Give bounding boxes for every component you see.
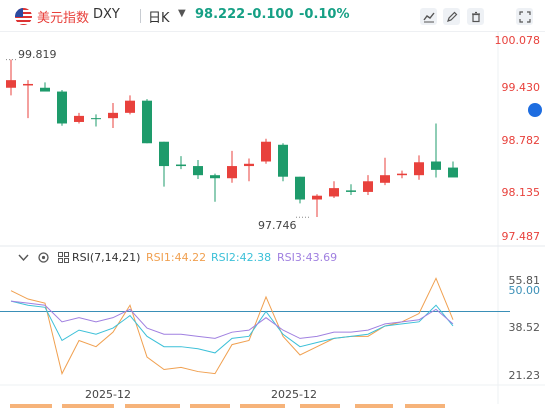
symbol-name[interactable]: 美元指数 bbox=[37, 11, 90, 26]
rsi2-value: RSI2:42.38 bbox=[211, 251, 272, 264]
high-price-label: 99.819 bbox=[18, 48, 57, 61]
grid-icon[interactable] bbox=[57, 251, 70, 264]
period-selector[interactable]: 日K bbox=[148, 11, 170, 26]
price-axis-label: 98.782 bbox=[501, 134, 541, 147]
symbol-code[interactable]: DXY bbox=[93, 7, 120, 22]
rsi-axis-label: 50.00 bbox=[508, 284, 541, 297]
candle-body bbox=[397, 173, 407, 176]
low-price-label: 97.746 bbox=[258, 219, 297, 232]
price-change-percent: -0.10% bbox=[299, 7, 350, 22]
candle-body bbox=[176, 164, 186, 167]
candle-body bbox=[261, 141, 271, 162]
x-axis-label: 2025-12 bbox=[85, 388, 131, 401]
candle-body bbox=[380, 175, 390, 183]
rsi2-line bbox=[10, 300, 454, 354]
us-flag-icon bbox=[15, 8, 32, 25]
rsi3-value: RSI3:43.69 bbox=[277, 251, 338, 264]
candle-body bbox=[329, 188, 339, 197]
candle-body bbox=[142, 100, 152, 144]
header-bar: 美元指数 DXY 日K ▼ 98.222 -0.100 -0.10% bbox=[0, 0, 545, 32]
draw-pencil-icon[interactable] bbox=[443, 8, 460, 25]
price-axis-label: 97.487 bbox=[501, 230, 541, 243]
ai-assist-icon[interactable] bbox=[528, 103, 542, 117]
rsi3-line bbox=[10, 300, 454, 339]
chevron-down-icon[interactable]: ▼ bbox=[178, 8, 186, 19]
candle-body bbox=[6, 80, 16, 88]
indicator-header: RSI(7,14,21) RSI1:44.22 RSI2:42.38 RSI3:… bbox=[0, 248, 500, 268]
candle-body bbox=[312, 195, 322, 200]
candle-body bbox=[363, 181, 373, 192]
candle-body bbox=[193, 166, 203, 176]
price-axis-label: 99.430 bbox=[501, 81, 541, 94]
candle-body bbox=[23, 83, 33, 86]
candle-body bbox=[448, 167, 458, 178]
bottom-range-bar bbox=[0, 404, 545, 408]
price-axis-label: 100.078 bbox=[494, 34, 541, 47]
expand-icon[interactable] bbox=[516, 8, 533, 25]
candle-body bbox=[40, 87, 50, 92]
last-price: 98.222 bbox=[195, 7, 246, 22]
price-change: -0.100 bbox=[247, 7, 294, 22]
candle-body bbox=[125, 100, 135, 113]
candle-body bbox=[210, 175, 220, 179]
candle-body bbox=[278, 144, 288, 177]
rsi-axis-label: 21.23 bbox=[508, 369, 541, 382]
rsi1-line bbox=[10, 277, 454, 376]
settings-icon[interactable] bbox=[37, 251, 50, 264]
candle-body bbox=[74, 115, 84, 122]
divider bbox=[140, 9, 141, 23]
candle-body bbox=[346, 190, 356, 192]
candle-body bbox=[295, 176, 305, 200]
candle-body bbox=[431, 161, 441, 170]
rsi-axis-label: 38.52 bbox=[508, 321, 541, 334]
delete-icon[interactable] bbox=[467, 8, 484, 25]
candle-body bbox=[244, 163, 254, 167]
candle-body bbox=[57, 91, 67, 124]
line-chart-icon[interactable] bbox=[420, 8, 437, 25]
x-axis-label: 2025-12 bbox=[271, 388, 317, 401]
candle-body bbox=[227, 166, 237, 179]
candle-body bbox=[159, 141, 169, 167]
candle-body bbox=[414, 162, 424, 176]
rsi1-value: RSI1:44.22 bbox=[146, 251, 207, 264]
candle-body bbox=[91, 118, 101, 120]
rsi-axis-label: 55.81 bbox=[508, 274, 541, 287]
candle-body bbox=[108, 112, 118, 119]
collapse-icon[interactable] bbox=[17, 251, 30, 264]
price-axis-label: 98.135 bbox=[501, 186, 541, 199]
indicator-name[interactable]: RSI(7,14,21) bbox=[72, 251, 141, 264]
